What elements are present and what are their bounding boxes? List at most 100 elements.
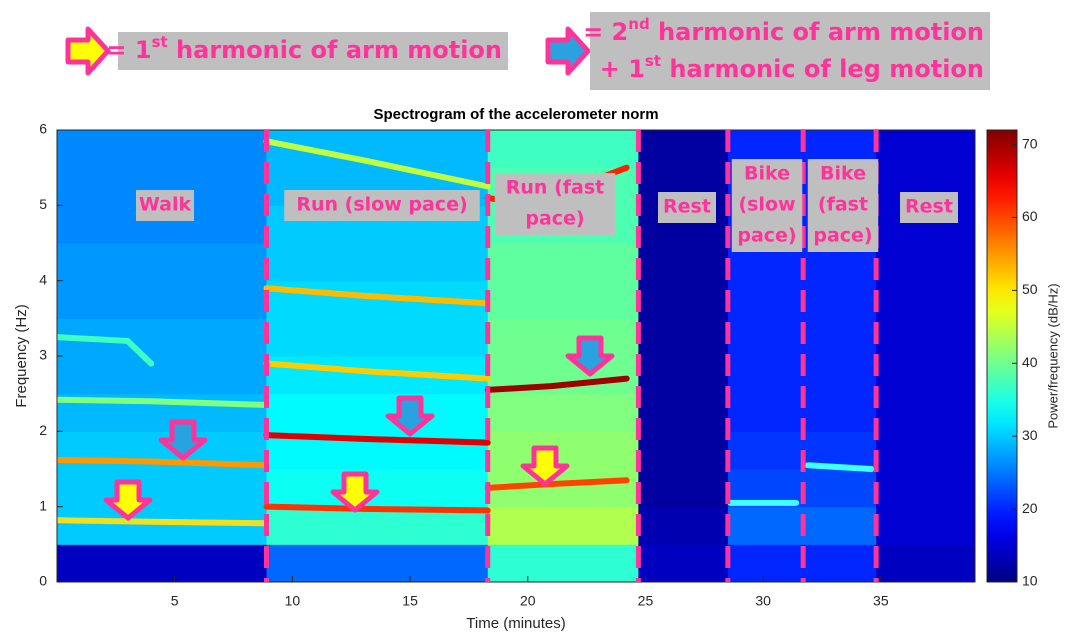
y-tick-label: 3: [39, 347, 47, 363]
arrow: [545, 26, 591, 76]
harmonic-ridge: [263, 432, 491, 446]
heatmap-cell: [638, 506, 729, 545]
harmonic-ridge: [484, 477, 630, 491]
heatmap-cell: [727, 544, 804, 582]
segment-label: Bike: [744, 163, 790, 185]
heatmap-cell: [638, 356, 729, 395]
y-tick-label: 1: [39, 497, 47, 513]
heatmap-cell: [727, 318, 804, 357]
heatmap-cell: [266, 544, 489, 582]
colorbar-tick-label: 50: [1022, 281, 1038, 297]
heatmap-cell: [638, 544, 729, 582]
note-text: = 1st harmonic of arm motion: [106, 33, 502, 65]
heatmap-cell: [803, 506, 877, 545]
heatmap-cell: [803, 356, 877, 395]
segment-label: (fast: [818, 194, 868, 216]
heatmap-cell: [57, 280, 267, 319]
heatmap-cell: [876, 318, 975, 357]
colorbar-tick-label: 70: [1022, 135, 1038, 151]
heatmap-cell: [876, 469, 975, 508]
heatmap-cell: [803, 469, 877, 508]
heatmap-cell: [727, 431, 804, 470]
y-tick-label: 5: [39, 196, 47, 212]
note-text-part: st: [645, 52, 661, 70]
heatmap-cell: [487, 393, 639, 432]
y-tick-label: 2: [39, 422, 47, 438]
note-text-part: nd: [628, 15, 649, 33]
chart-title: Spectrogram of the accelerometer norm: [373, 106, 658, 123]
note-text-part: = 2: [583, 18, 628, 46]
note-text: = 2nd harmonic of arm motion: [583, 15, 984, 47]
x-tick-label: 30: [755, 593, 771, 609]
note-box: [118, 32, 508, 70]
arrow: [65, 26, 111, 76]
colorbar-label: Power/frequency (dB/Hz): [1045, 283, 1060, 428]
colorbar-tick-label: 20: [1022, 500, 1038, 516]
heatmap-cell: [727, 356, 804, 395]
heatmap-cell: [876, 393, 975, 432]
x-tick-label: 15: [402, 593, 418, 609]
arrow: [520, 445, 570, 487]
heatmap-cell: [638, 130, 729, 169]
heatmap-cell: [803, 280, 877, 319]
segment-label: Bike: [820, 163, 866, 185]
heatmap-cell: [803, 544, 877, 582]
arrow: [158, 419, 208, 461]
heatmap-cell: [876, 280, 975, 319]
heatmap-cell: [638, 318, 729, 357]
x-axis-label: Time (minutes): [466, 615, 565, 632]
note-text-part: st: [152, 33, 168, 51]
x-tick-label: 10: [285, 593, 301, 609]
heatmap-cell: [266, 506, 489, 545]
note-text-part: + 1: [600, 55, 645, 83]
y-tick-label: 0: [39, 573, 47, 589]
arrow: [385, 395, 435, 437]
segment-label-box: [658, 192, 716, 223]
colorbar-tick-label: 60: [1022, 208, 1038, 224]
heatmap-cell: [876, 356, 975, 395]
harmonic-ridge: [263, 360, 491, 382]
harmonic-ridge: [57, 456, 270, 469]
heatmap-cell: [727, 393, 804, 432]
arrow: [330, 471, 380, 513]
harmonic-ridge: [263, 503, 491, 514]
x-tick-label: 25: [638, 593, 654, 609]
segment-label: Rest: [905, 196, 953, 218]
harmonic-ridge: [263, 138, 491, 190]
heatmap-cell: [638, 469, 729, 508]
harmonic-ridge: [57, 334, 155, 367]
segment-label-box: [807, 159, 879, 252]
segment-label: pace): [737, 225, 796, 247]
segment-label-box: [900, 192, 958, 223]
heatmap-cell: [487, 318, 639, 357]
segment-label: Rest: [663, 196, 711, 218]
heatmap-cell: [487, 431, 639, 470]
harmonic-ridge: [57, 517, 270, 527]
heatmap-cell: [876, 544, 975, 582]
note-text-part: = 1: [106, 36, 151, 64]
colorbar-tick-label: 40: [1022, 354, 1038, 370]
segment-label-box: [731, 159, 803, 252]
heatmap-cell: [266, 318, 489, 357]
heatmap-cell: [57, 356, 267, 395]
heatmap-cell: [487, 130, 639, 169]
heatmap-cell: [876, 506, 975, 545]
x-tick-label: 5: [171, 593, 179, 609]
y-tick-label: 4: [39, 271, 47, 287]
heatmap-cell: [266, 469, 489, 508]
heatmap-cell: [487, 280, 639, 319]
segment-label: pace): [813, 225, 872, 247]
segment-label: Run (fast: [506, 177, 604, 199]
heatmap-cell: [57, 469, 267, 508]
colorbar-tick-label: 10: [1022, 573, 1038, 589]
segment-label-box: [136, 190, 194, 221]
harmonic-ridge: [804, 462, 875, 472]
note-text-part: harmonic of arm motion: [168, 36, 502, 64]
y-tick-label: 6: [39, 121, 47, 137]
heatmap-cell: [487, 544, 639, 582]
colorbar-tick-label: 30: [1022, 427, 1038, 443]
heatmap-cell: [487, 506, 639, 545]
heatmap-cell: [638, 431, 729, 470]
segment-label-box: [494, 173, 616, 235]
heatmap-cell: [803, 318, 877, 357]
